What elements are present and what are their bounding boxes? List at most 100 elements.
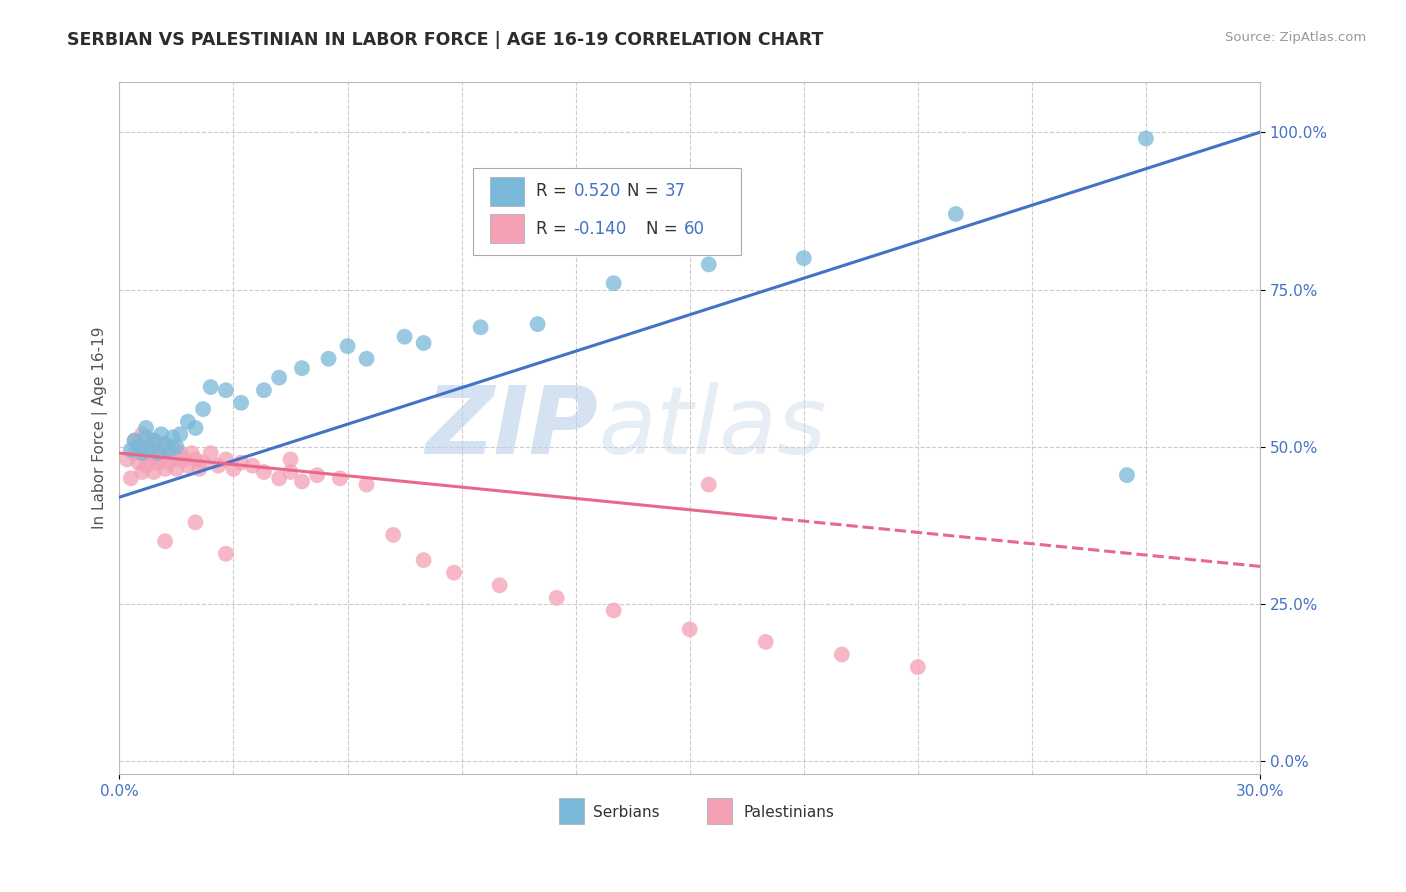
- Point: [831, 648, 853, 662]
- Point: [150, 446, 173, 460]
- Point: [215, 547, 238, 561]
- Point: [166, 462, 188, 476]
- Point: [120, 471, 142, 485]
- Point: [124, 446, 146, 460]
- Point: [470, 320, 492, 334]
- Point: [307, 468, 329, 483]
- Text: ZIP: ZIP: [426, 382, 599, 474]
- Point: [150, 427, 173, 442]
- Point: [177, 458, 200, 473]
- Point: [146, 456, 169, 470]
- Point: [150, 452, 173, 467]
- Text: 0.520: 0.520: [574, 182, 621, 201]
- Point: [253, 383, 276, 397]
- Point: [329, 471, 352, 485]
- Text: Serbians: Serbians: [593, 805, 659, 820]
- Point: [135, 430, 157, 444]
- Text: N =: N =: [647, 219, 683, 237]
- Point: [412, 336, 434, 351]
- Point: [336, 339, 359, 353]
- Text: R =: R =: [536, 182, 572, 201]
- Point: [139, 442, 162, 457]
- Point: [169, 427, 191, 442]
- Point: [215, 452, 238, 467]
- Point: [135, 446, 157, 460]
- Point: [166, 452, 188, 467]
- Text: N =: N =: [627, 182, 664, 201]
- Point: [269, 370, 291, 384]
- Text: Source: ZipAtlas.com: Source: ZipAtlas.com: [1226, 31, 1367, 45]
- Point: [229, 396, 252, 410]
- Point: [200, 446, 222, 460]
- Point: [546, 591, 568, 605]
- Point: [124, 434, 146, 448]
- Point: [945, 207, 967, 221]
- Text: atlas: atlas: [599, 383, 827, 474]
- Point: [191, 456, 214, 470]
- Point: [602, 603, 624, 617]
- Point: [131, 465, 153, 479]
- Point: [1116, 468, 1139, 483]
- Point: [142, 465, 165, 479]
- Point: [697, 477, 720, 491]
- Point: [124, 434, 146, 448]
- Point: [907, 660, 929, 674]
- Point: [356, 351, 378, 366]
- Point: [153, 534, 176, 549]
- Point: [222, 462, 245, 476]
- Point: [793, 251, 815, 265]
- Point: [488, 578, 510, 592]
- Point: [173, 452, 195, 467]
- Point: [127, 456, 149, 470]
- Text: 37: 37: [665, 182, 686, 201]
- Point: [162, 440, 184, 454]
- Point: [180, 446, 202, 460]
- Point: [253, 465, 276, 479]
- Text: R =: R =: [536, 219, 572, 237]
- FancyBboxPatch shape: [491, 177, 524, 206]
- Y-axis label: In Labor Force | Age 16-19: In Labor Force | Age 16-19: [93, 326, 108, 529]
- Point: [131, 446, 153, 460]
- Point: [602, 277, 624, 291]
- Point: [526, 317, 548, 331]
- Text: Palestinians: Palestinians: [744, 805, 834, 820]
- Point: [229, 456, 252, 470]
- Point: [188, 462, 211, 476]
- Point: [177, 415, 200, 429]
- Point: [157, 446, 180, 460]
- Point: [142, 434, 165, 448]
- Point: [131, 427, 153, 442]
- Point: [207, 458, 229, 473]
- Point: [115, 452, 138, 467]
- Point: [153, 436, 176, 450]
- Point: [291, 475, 314, 489]
- Point: [139, 440, 162, 454]
- Point: [280, 452, 302, 467]
- Point: [215, 383, 238, 397]
- FancyBboxPatch shape: [707, 797, 733, 824]
- Point: [135, 458, 157, 473]
- Point: [120, 442, 142, 457]
- Text: SERBIAN VS PALESTINIAN IN LABOR FORCE | AGE 16-19 CORRELATION CHART: SERBIAN VS PALESTINIAN IN LABOR FORCE | …: [67, 31, 824, 49]
- Point: [755, 635, 778, 649]
- Point: [142, 434, 165, 448]
- Point: [1135, 131, 1157, 145]
- Point: [200, 380, 222, 394]
- Point: [242, 458, 264, 473]
- Text: -0.140: -0.140: [574, 219, 627, 237]
- Point: [394, 329, 416, 343]
- Point: [184, 516, 207, 530]
- Point: [191, 402, 214, 417]
- Point: [153, 436, 176, 450]
- FancyBboxPatch shape: [491, 214, 524, 244]
- Point: [697, 257, 720, 271]
- Point: [184, 421, 207, 435]
- Point: [139, 452, 162, 467]
- Point: [291, 361, 314, 376]
- Point: [280, 465, 302, 479]
- Point: [127, 440, 149, 454]
- Point: [318, 351, 340, 366]
- Point: [679, 623, 702, 637]
- Point: [157, 456, 180, 470]
- FancyBboxPatch shape: [558, 797, 583, 824]
